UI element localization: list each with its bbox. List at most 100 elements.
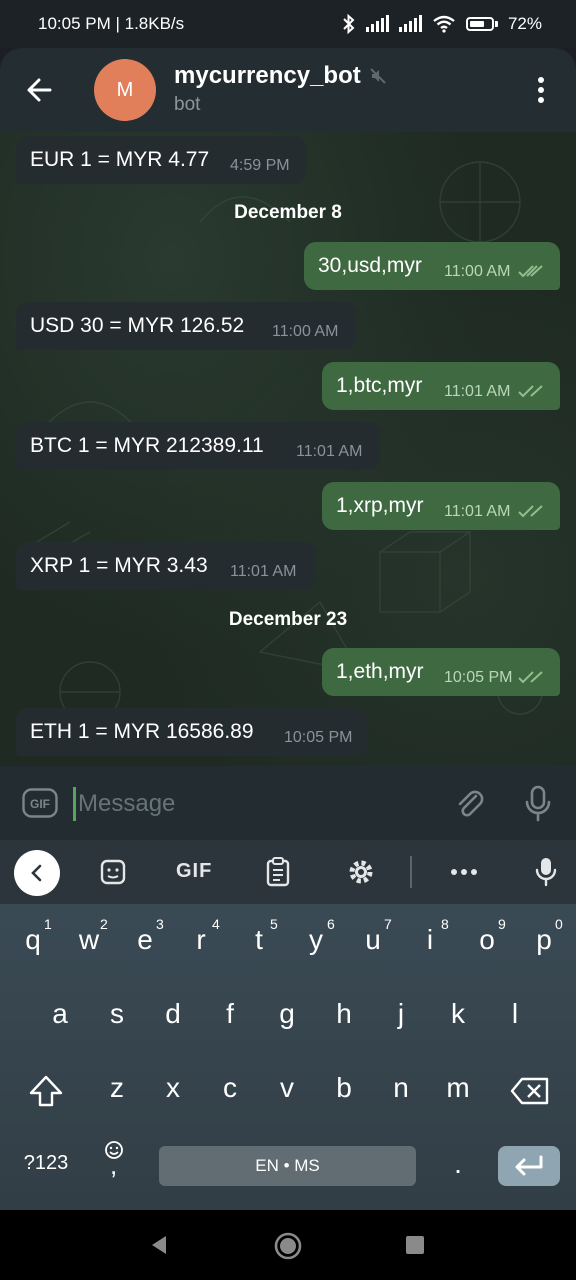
status-bar: 10:05 PM | 1.8KB/s 72% <box>0 0 576 48</box>
chat-area[interactable]: EUR 1 = MYR 4.77 4:59 PM December 8 30,u… <box>0 132 576 766</box>
enter-key[interactable] <box>498 1146 560 1186</box>
message-outgoing[interactable]: 1,xrp,myr 11:01 AM <box>322 482 560 530</box>
message-outgoing[interactable]: 1,btc,myr 11:01 AM <box>322 362 560 410</box>
key-n[interactable]: n <box>393 1072 409 1103</box>
key-l[interactable]: l <box>511 998 519 1029</box>
key-g[interactable]: g <box>279 998 295 1029</box>
message-input[interactable] <box>78 784 438 824</box>
shift-icon[interactable] <box>28 1074 64 1108</box>
sticker-icon[interactable] <box>99 858 127 886</box>
message-incoming[interactable]: ETH 1 = MYR 16586.89 10:05 PM <box>16 708 368 756</box>
text-cursor <box>73 787 76 821</box>
key-k[interactable]: k <box>451 998 465 1029</box>
key-s[interactable]: s <box>110 998 124 1029</box>
mute-icon <box>370 68 386 84</box>
message-time: 11:01 AM <box>296 443 363 460</box>
back-arrow-icon[interactable] <box>20 70 60 110</box>
message-outgoing[interactable]: 1,eth,myr 10:05 PM <box>322 648 560 696</box>
message-text: 1,btc,myr <box>336 374 423 397</box>
wifi-icon <box>433 15 455 33</box>
avatar-letter: M <box>116 78 134 101</box>
title-row[interactable]: mycurrency_bot <box>174 62 387 90</box>
more-menu-icon[interactable] <box>526 72 556 108</box>
backspace-icon[interactable] <box>510 1076 550 1106</box>
emoji-comma-key[interactable]: , <box>104 1140 130 1180</box>
double-check-icon <box>518 265 543 278</box>
key-z[interactable]: z <box>110 1072 124 1103</box>
key-d[interactable]: d <box>165 998 181 1029</box>
key-v[interactable]: v <box>280 1072 294 1103</box>
message-incoming[interactable]: XRP 1 = MYR 3.43 11:01 AM <box>16 542 316 590</box>
message-incoming[interactable]: EUR 1 = MYR 4.77 4:59 PM <box>16 136 306 184</box>
nav-home-icon[interactable] <box>274 1232 302 1260</box>
key-h[interactable]: h <box>336 998 352 1029</box>
chat-subtitle: bot <box>174 94 201 115</box>
key-m[interactable]: m <box>446 1072 470 1103</box>
status-icons: 72% <box>342 14 542 34</box>
chat-title: mycurrency_bot <box>174 62 361 89</box>
gif-sticker-icon[interactable]: GIF <box>22 788 58 818</box>
message-text: USD 30 = MYR 126.52 <box>30 314 245 337</box>
key-a[interactable]: a <box>52 998 68 1029</box>
more-options-icon[interactable] <box>450 868 478 876</box>
message-text: XRP 1 = MYR 3.43 <box>30 554 208 577</box>
emoji-icon <box>105 1141 123 1159</box>
svg-text:GIF: GIF <box>30 797 50 811</box>
message-input-bar: GIF <box>0 766 576 840</box>
signal-icon-2 <box>398 15 422 32</box>
chat-header: M mycurrency_bot bot <box>0 48 576 132</box>
voice-input-icon[interactable] <box>534 856 558 888</box>
symbols-key[interactable]: ?123 <box>23 1152 69 1174</box>
message-text: 1,eth,myr <box>336 660 424 683</box>
double-check-icon <box>518 505 543 518</box>
message-text: ETH 1 = MYR 16586.89 <box>30 720 254 743</box>
attach-icon[interactable] <box>452 786 488 822</box>
status-time-speed: 10:05 PM | 1.8KB/s <box>38 14 185 33</box>
double-check-icon <box>518 385 543 398</box>
message-time: 10:05 PM <box>284 729 353 746</box>
nav-back-icon[interactable] <box>148 1234 170 1256</box>
signal-icon <box>365 15 389 32</box>
key-b[interactable]: b <box>336 1072 352 1103</box>
key-c[interactable]: c <box>223 1072 237 1103</box>
nav-recents-icon[interactable] <box>406 1236 424 1254</box>
avatar[interactable]: M <box>94 59 156 121</box>
collapse-toolbar-button[interactable] <box>14 850 60 896</box>
clipboard-icon[interactable] <box>265 856 291 888</box>
settings-gear-icon[interactable] <box>347 858 375 886</box>
message-time: 11:01 AM <box>444 503 511 520</box>
period-key[interactable]: . <box>454 1148 462 1179</box>
key-f[interactable]: f <box>226 998 234 1029</box>
space-bar[interactable]: EN • MS <box>159 1146 416 1186</box>
keyboard-toolbar: GIF <box>0 840 576 904</box>
message-incoming[interactable]: BTC 1 = MYR 212389.11 11:01 AM <box>16 422 380 470</box>
message-time: 10:05 PM <box>444 669 513 686</box>
message-time: 11:01 AM <box>230 563 297 580</box>
system-navigation-bar <box>0 1210 576 1280</box>
message-outgoing[interactable]: 30,usd,myr 11:00 AM <box>304 242 560 290</box>
message-text: BTC 1 = MYR 212389.11 <box>30 434 264 457</box>
battery-percent: 72% <box>507 14 542 33</box>
key-x[interactable]: x <box>166 1072 180 1103</box>
toolbar-divider <box>410 856 412 888</box>
message-incoming[interactable]: USD 30 = MYR 126.52 11:00 AM <box>16 302 356 350</box>
date-separator: December 23 <box>228 609 348 630</box>
key-j[interactable]: j <box>397 998 405 1029</box>
message-text: EUR 1 = MYR 4.77 <box>30 148 210 171</box>
date-separator: December 8 <box>234 202 342 223</box>
message-text: 30,usd,myr <box>318 254 422 277</box>
double-check-icon <box>518 671 543 684</box>
microphone-icon[interactable] <box>522 784 554 824</box>
gif-button[interactable]: GIF <box>176 860 213 882</box>
battery-icon <box>465 17 498 31</box>
